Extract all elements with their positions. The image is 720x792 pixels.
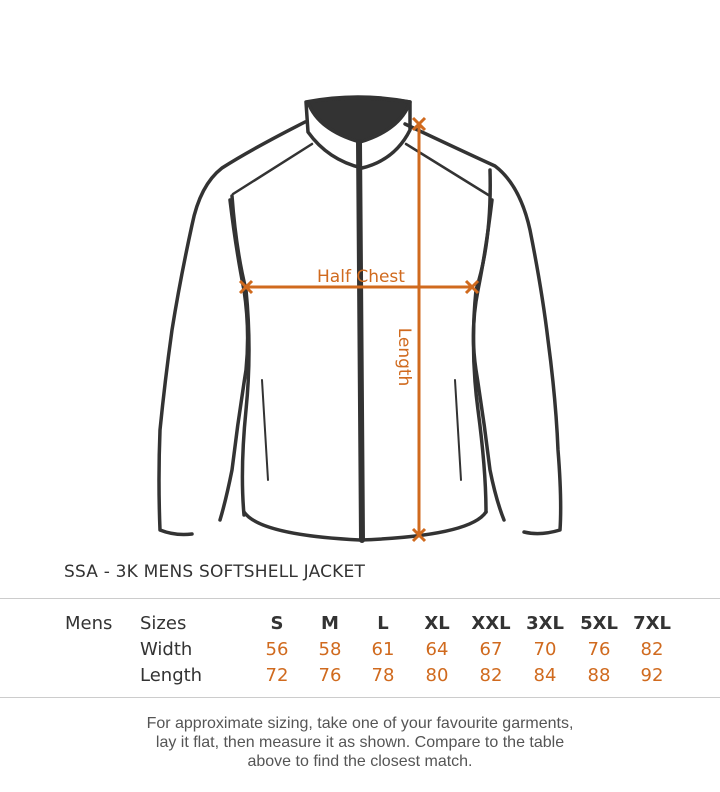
width-cell: 64 xyxy=(425,639,449,660)
half-chest-mark-left xyxy=(238,279,254,295)
row-label-length: Length xyxy=(140,665,203,686)
length-mark-top xyxy=(411,116,427,132)
jacket-illustration: Half Chest Length xyxy=(157,95,563,543)
width-cell: 70 xyxy=(533,639,557,660)
size-header: XXL xyxy=(471,613,511,634)
size-header: 5XL xyxy=(580,613,618,634)
length-cell: 88 xyxy=(587,665,611,686)
length-label: Length xyxy=(394,328,414,387)
right-pocket xyxy=(454,379,462,481)
length-cell: 80 xyxy=(425,665,449,686)
hem xyxy=(242,510,488,542)
left-raglan xyxy=(231,142,314,196)
right-sleeve-inner xyxy=(471,198,506,522)
width-cell: 82 xyxy=(640,639,664,660)
left-sleeve-outer xyxy=(157,120,307,537)
size-header: 7XL xyxy=(633,613,671,634)
width-cell: 61 xyxy=(371,639,395,660)
table-top-divider xyxy=(0,598,720,599)
length-mark-bottom xyxy=(411,527,427,543)
size-header: XL xyxy=(424,613,450,634)
size-header: 3XL xyxy=(526,613,564,634)
right-body-side xyxy=(471,168,492,514)
note-line: For approximate sizing, take one of your… xyxy=(146,715,574,732)
product-title: SSA - 3K MENS SOFTSHELL JACKET xyxy=(64,562,366,582)
half-chest-label: Half Chest xyxy=(317,267,405,287)
left-body-side xyxy=(230,194,251,517)
length-cell: 76 xyxy=(318,665,342,686)
length-cell: 92 xyxy=(640,665,664,686)
note-line: above to find the closest match. xyxy=(247,753,473,770)
right-sleeve-outer xyxy=(403,122,563,536)
size-header: S xyxy=(270,613,284,634)
collar-inner xyxy=(306,96,412,144)
size-header: M xyxy=(321,613,339,634)
sizing-note: For approximate sizing, take one of your… xyxy=(0,714,720,771)
left-pocket xyxy=(261,379,269,481)
size-header: L xyxy=(377,613,389,634)
table-bottom-divider xyxy=(0,697,720,698)
zipper xyxy=(356,139,365,543)
note-line: lay it flat, then measure it as shown. C… xyxy=(155,734,565,751)
row-label-sizes: Sizes xyxy=(140,613,187,634)
width-cell: 76 xyxy=(587,639,611,660)
width-cell: 58 xyxy=(318,639,342,660)
length-cell: 84 xyxy=(533,665,557,686)
length-cell: 78 xyxy=(371,665,395,686)
width-cell: 56 xyxy=(265,639,289,660)
group-label: Mens xyxy=(65,613,113,634)
length-cell: 72 xyxy=(265,665,289,686)
row-label-width: Width xyxy=(140,639,193,660)
width-cell: 67 xyxy=(479,639,503,660)
length-cell: 82 xyxy=(479,665,503,686)
half-chest-mark-right xyxy=(464,279,480,295)
